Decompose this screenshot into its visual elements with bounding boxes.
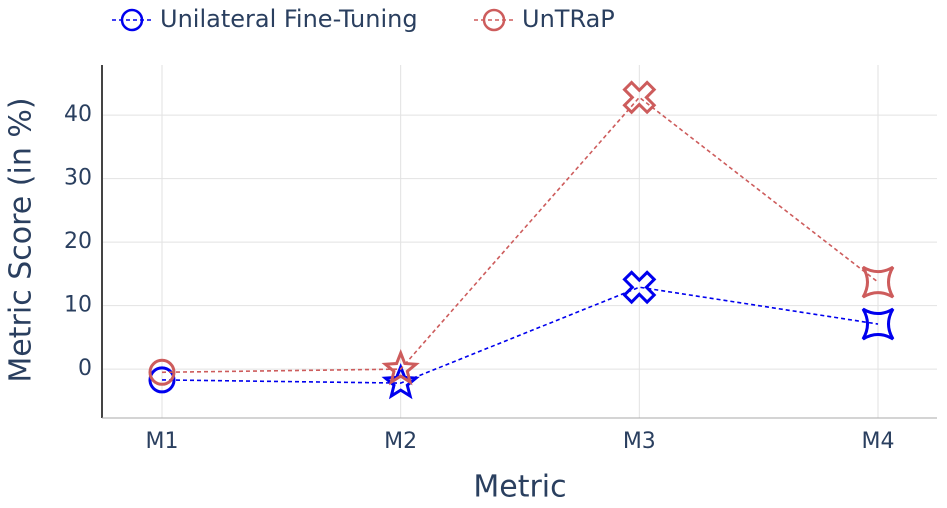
marker [861,307,895,341]
legend-label: UnTRaP [522,5,615,33]
marker [381,363,420,400]
marker [861,265,895,299]
y-tick-label: 20 [64,229,92,254]
x-tick-label: M1 [146,429,179,454]
x-tick-label: M4 [862,429,895,454]
legend-marker [120,8,144,32]
marker [148,358,176,386]
legend-label: Unilateral Fine-Tuning [160,5,418,33]
x-tick-label: M2 [384,429,417,454]
y-tick-label: 10 [64,293,92,318]
y-axis-title: Metric Score (in %) [4,97,39,382]
y-tick-label: 40 [64,102,92,127]
series-line [161,96,879,374]
marker [622,270,657,305]
y-tick-label: 30 [64,166,92,191]
marker [381,349,420,386]
legend-marker [482,8,506,32]
x-axis-title: Metric [473,470,566,505]
marker [622,80,657,115]
y-tick-label: 0 [78,356,92,381]
x-tick-label: M3 [623,429,656,454]
series-line [161,286,879,384]
marker [148,366,176,394]
